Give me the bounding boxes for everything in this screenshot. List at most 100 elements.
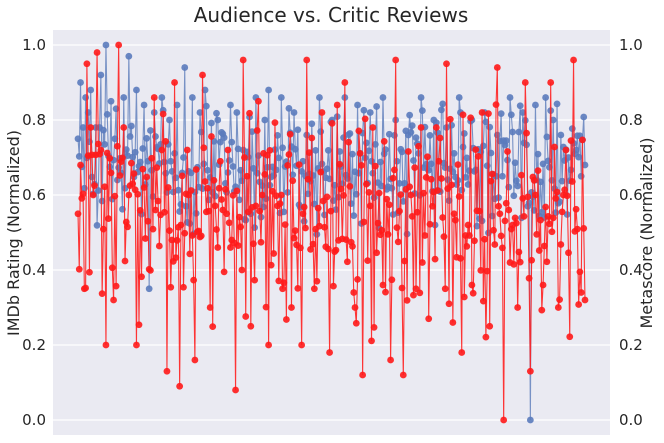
metascore-point xyxy=(455,193,463,200)
imdb-point xyxy=(107,97,115,105)
metascore-point xyxy=(579,136,586,144)
metascore-point xyxy=(327,207,335,215)
left-tick-label: 0.6 xyxy=(22,186,46,204)
imdb-point xyxy=(126,133,134,140)
metascore-point xyxy=(516,258,524,266)
imdb-point xyxy=(97,71,105,79)
metascore-point xyxy=(326,349,333,356)
metascore-point xyxy=(370,323,378,331)
metascore-point xyxy=(232,386,239,394)
metascore-point xyxy=(191,356,199,364)
imdb-point xyxy=(512,177,520,185)
metascore-point xyxy=(415,142,422,150)
imdb-point xyxy=(575,153,583,161)
metascore-point xyxy=(141,235,149,242)
imdb-point xyxy=(373,103,381,110)
metascore-point xyxy=(542,203,550,211)
metascore-point xyxy=(561,186,569,194)
metascore-point xyxy=(520,212,528,220)
metascore-point xyxy=(299,210,307,218)
metascore-point xyxy=(336,160,344,168)
metascore-point xyxy=(563,192,571,200)
metascore-point xyxy=(199,71,206,79)
metascore-point xyxy=(249,240,257,248)
imdb-point xyxy=(290,109,298,116)
metascore-point xyxy=(314,204,322,212)
metascore-point xyxy=(490,226,497,234)
metascore-point xyxy=(261,170,269,178)
metascore-point xyxy=(225,219,233,227)
imdb-point xyxy=(122,146,130,154)
metascore-point xyxy=(575,301,583,308)
metascore-point xyxy=(568,178,576,185)
metascore-point xyxy=(257,238,265,246)
imdb-point xyxy=(298,167,306,175)
metascore-point xyxy=(424,153,431,161)
metascore-point xyxy=(234,242,242,250)
right-axis-title: Metascore (Normalized) xyxy=(637,137,656,328)
metascore-point xyxy=(332,246,340,254)
metascore-point xyxy=(247,322,255,330)
metascore-point xyxy=(538,306,546,314)
metascore-point xyxy=(267,261,275,269)
imdb-point xyxy=(140,101,148,109)
metascore-point xyxy=(477,266,485,274)
imdb-point xyxy=(147,127,154,134)
metascore-point xyxy=(383,195,391,203)
metascore-point xyxy=(280,279,288,287)
metascore-point xyxy=(277,191,285,199)
imdb-point xyxy=(316,94,323,101)
metascore-point xyxy=(549,214,557,222)
metascore-point xyxy=(514,304,522,311)
metascore-point xyxy=(150,94,158,101)
metascore-point xyxy=(468,281,476,289)
metascore-point xyxy=(163,367,171,375)
imdb-point xyxy=(248,128,256,136)
metascore-point xyxy=(387,356,394,364)
metascore-point xyxy=(269,187,276,195)
metascore-point xyxy=(238,266,246,274)
metascore-point xyxy=(389,174,397,182)
imdb-point xyxy=(448,121,455,129)
imdb-point xyxy=(202,102,210,110)
metascore-point xyxy=(74,210,82,218)
metascore-point xyxy=(467,114,475,122)
metascore-point xyxy=(135,321,143,329)
metascore-point xyxy=(460,293,468,301)
metascore-point xyxy=(120,124,128,131)
metascore-point xyxy=(357,161,365,169)
imdb-point xyxy=(112,105,120,113)
metascore-point xyxy=(172,254,180,262)
metascore-point xyxy=(565,249,572,257)
metascore-point xyxy=(98,290,106,298)
metascore-point xyxy=(270,250,278,257)
metascore-point xyxy=(483,267,491,275)
imdb-point xyxy=(101,140,109,148)
metascore-point xyxy=(526,367,534,375)
metascore-point xyxy=(407,191,415,199)
metascore-point xyxy=(276,200,284,208)
metascore-point xyxy=(183,146,191,154)
metascore-point xyxy=(97,146,105,154)
metascore-point xyxy=(384,230,392,238)
metascore-point xyxy=(446,115,454,123)
metascore-point xyxy=(438,175,445,182)
imdb-point xyxy=(417,94,425,101)
imdb-point xyxy=(450,149,458,157)
metascore-point xyxy=(463,242,471,250)
metascore-point xyxy=(328,119,336,127)
imdb-point xyxy=(407,128,415,136)
metascore-point xyxy=(134,190,142,198)
imdb-point xyxy=(125,52,133,60)
metascore-point xyxy=(201,178,209,185)
imdb-point xyxy=(120,94,128,101)
left-tick-label: 1.0 xyxy=(22,36,46,54)
imdb-point xyxy=(326,175,333,183)
imdb-point xyxy=(516,102,524,110)
metascore-point xyxy=(155,242,163,250)
metascore-point xyxy=(474,152,482,160)
metascore-point xyxy=(148,154,156,162)
metascore-point xyxy=(205,207,213,215)
metascore-point xyxy=(440,233,448,241)
metascore-point xyxy=(242,313,250,320)
